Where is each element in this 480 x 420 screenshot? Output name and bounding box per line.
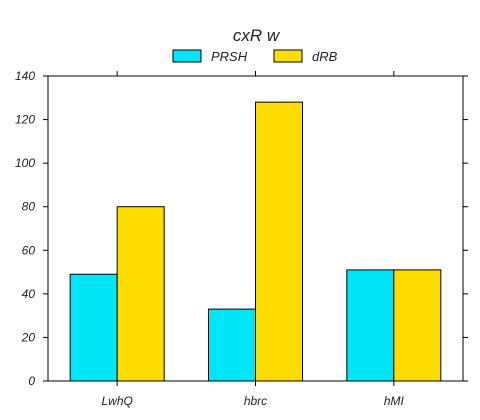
x-category-label: hMI (384, 394, 405, 408)
x-category-label: LwhQ (101, 394, 132, 408)
y-tick-label: 100 (15, 156, 35, 170)
x-category-label: hbrc (244, 394, 267, 408)
x-axis: LwhQ hbrc hMI (101, 71, 404, 408)
legend: PRSH dRB (172, 49, 338, 64)
chart-title: cxR w (233, 26, 281, 45)
bar-PRSH-hbrc (208, 308, 256, 382)
y-axis: 0 20 40 60 80 100 120 140 (15, 69, 468, 388)
plot-frame (47, 75, 464, 382)
y-tick-label: 0 (28, 374, 35, 388)
bar-dRB-LwhQ (116, 206, 165, 382)
bar-dRB-hMI (393, 269, 442, 382)
bar-PRSH-LwhQ (69, 273, 118, 382)
legend-swatch-series-1 (172, 49, 202, 63)
legend-label-series-1: PRSH (211, 49, 248, 64)
y-tick-label: 60 (22, 243, 36, 257)
y-tick-label: 20 (21, 330, 36, 344)
legend-label-series-2: dRB (312, 49, 338, 64)
bar-dRB-hbrc (255, 101, 303, 382)
y-tick-label: 120 (15, 113, 35, 127)
legend-swatch-series-2 (273, 49, 303, 63)
bar-PRSH-hMI (346, 269, 395, 382)
y-tick-label: 80 (22, 200, 36, 214)
y-tick-label: 40 (22, 287, 36, 301)
y-tick-label: 140 (15, 69, 35, 83)
bars-group (69, 101, 442, 382)
